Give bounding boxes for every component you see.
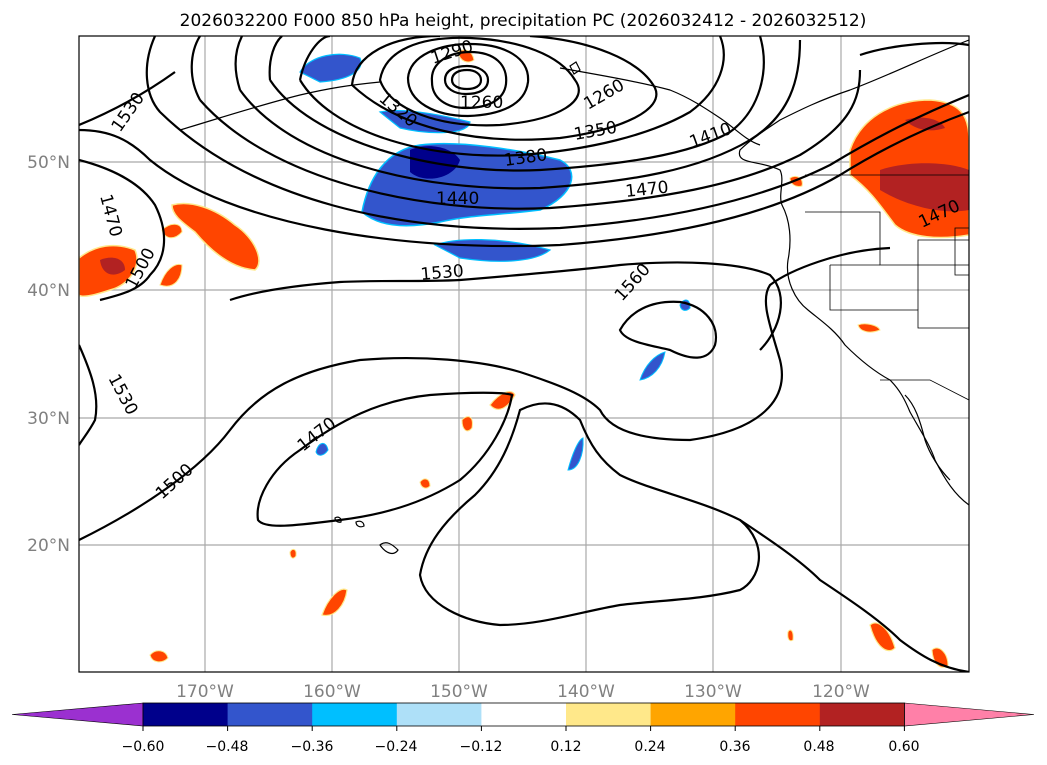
lon-label: 130°W: [684, 682, 742, 702]
lat-label: 40°N: [27, 281, 70, 301]
colorbar-extend-high: [904, 702, 1035, 727]
contour-label: 1470: [624, 178, 669, 202]
borders: [805, 174, 969, 401]
colorbar-tick-label: −0.48: [206, 739, 249, 755]
lon-tick-labels: 170°W 160°W 150°W 140°W 130°W 120°W: [176, 682, 870, 702]
map-background: [79, 36, 969, 672]
colorbar-segment: [650, 703, 736, 726]
lat-tick-labels: 50°N 40°N 30°N 20°N: [27, 153, 70, 556]
colorbar-ticks: [142, 726, 905, 731]
colorbar-tick-label: 0.48: [803, 739, 834, 755]
contour-label: 1440: [436, 189, 479, 209]
colorbar-segment: [481, 703, 567, 726]
colorbar-tick-label: 0.24: [634, 739, 665, 755]
colorbar: −0.60 −0.48 −0.36 −0.24 −0.12 0.12 0.24 …: [11, 702, 1035, 755]
lat-label: 50°N: [27, 153, 70, 173]
contour-label: 1530: [420, 261, 465, 285]
colorbar-tick-label: −0.24: [375, 739, 418, 755]
lon-label: 120°W: [812, 682, 870, 702]
colorbar-tick-label: 0.60: [888, 739, 919, 755]
colorbar-tick-label: −0.60: [122, 739, 165, 755]
colorbar-outline: [142, 702, 905, 727]
contour-label: 1260: [460, 93, 503, 113]
lat-label: 30°N: [27, 409, 70, 429]
map-title: 2026032200 F000 850 hPa height, precipit…: [180, 11, 867, 31]
map-frame: [78, 35, 970, 673]
lon-label: 170°W: [176, 682, 234, 702]
colorbar-tick-label: 0.12: [550, 739, 581, 755]
map-area: 1290 1260 1260 1320 1350 1380 1410 1440 …: [78, 35, 970, 673]
colorbar-segment: [227, 703, 313, 726]
colorbar-extend-low: [11, 702, 144, 727]
colorbar-tick-label: 0.36: [719, 739, 750, 755]
negative-precip-regions: [299, 53, 691, 471]
colorbar-tick-label: −0.36: [291, 739, 334, 755]
colorbar-segment: [819, 703, 905, 726]
lat-label: 20°N: [27, 536, 70, 556]
lon-label: 140°W: [557, 682, 615, 702]
colorbar-segment: [143, 703, 228, 726]
colorbar-segment: [396, 703, 482, 726]
contour-labels: 1290 1260 1260 1320 1350 1380 1410 1440 …: [95, 36, 963, 503]
height-contours: [79, 36, 969, 672]
lon-label: 160°W: [303, 682, 361, 702]
lon-label: 150°W: [430, 682, 488, 702]
colorbar-segments: [11, 702, 1035, 727]
colorbar-segment: [566, 703, 651, 726]
colorbar-segment: [312, 703, 398, 726]
colorbar-segment: [735, 703, 821, 726]
colorbar-tick-label: −0.12: [460, 739, 503, 755]
